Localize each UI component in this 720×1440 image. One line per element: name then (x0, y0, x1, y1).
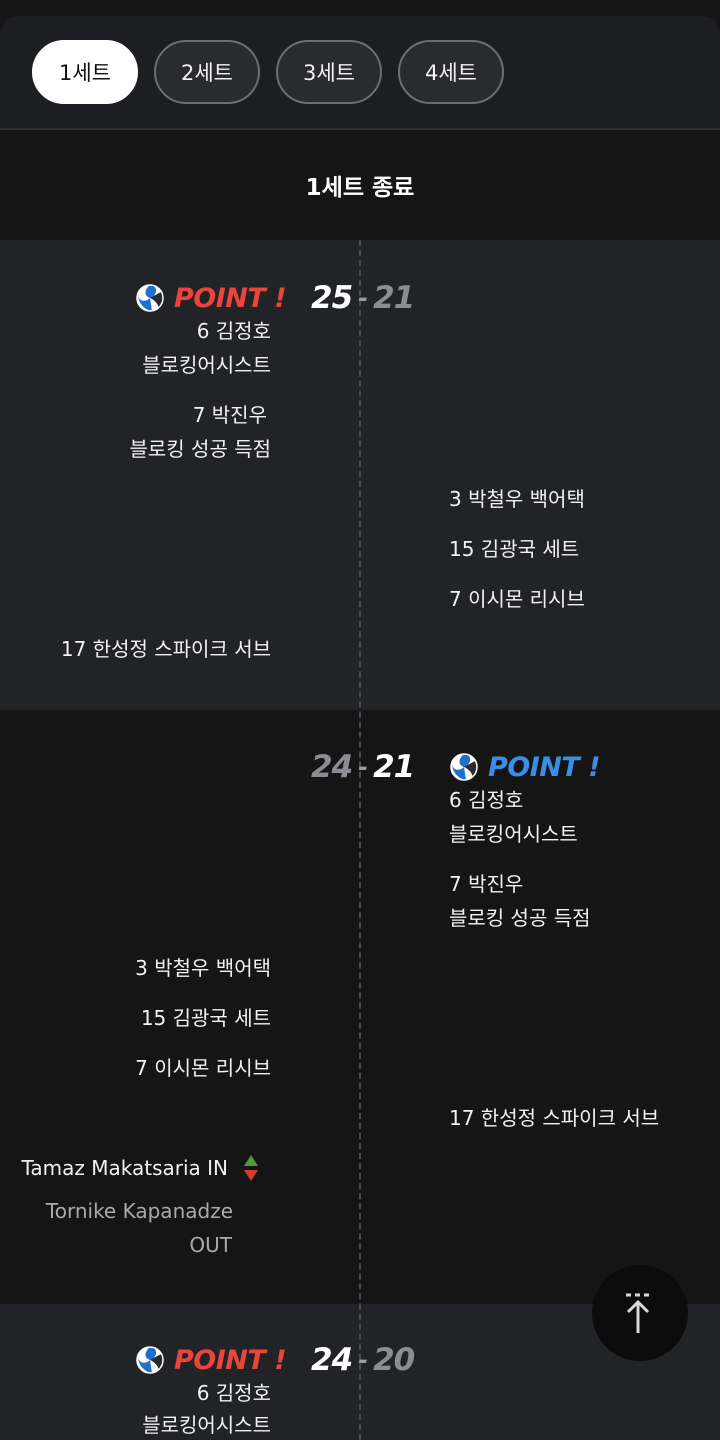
away-play-line: 15 김광국 세트 (449, 537, 580, 561)
home-action-line: 블로킹 성공 득점 (129, 437, 271, 461)
score-dash: - (358, 284, 368, 312)
away-player-line: 6 김정호 (449, 788, 524, 812)
substitution-in-row: Tamaz Makatsaria IN (21, 1151, 260, 1185)
home-score: 24 (311, 1342, 353, 1378)
substitution-in-player: Tamaz Makatsaria IN (21, 1156, 228, 1180)
home-play-line: 7 이시몬 리시브 (135, 1056, 271, 1080)
tab-set-1[interactable]: 1세트 (32, 40, 138, 104)
home-action-line: 블로킹어시스트 (142, 1413, 271, 1437)
away-play-line: 3 박철우 백어택 (449, 487, 585, 511)
score-display: 24 - 20 (311, 1342, 415, 1378)
substitution-arrows-icon (244, 1155, 258, 1181)
score-dash: - (358, 753, 368, 781)
home-point-badge: POINT ! (136, 281, 287, 315)
substitution-out-player: Tornike Kapanadze (45, 1199, 233, 1223)
away-point-badge: POINT ! (450, 750, 601, 784)
home-player-line: 6 김정호 (196, 1381, 271, 1405)
set-tabs-bar: 1세트 2세트 3세트 4세트 (0, 16, 720, 128)
home-point-badge: POINT ! (136, 1343, 287, 1377)
away-score: 21 (373, 749, 415, 785)
tabs-divider (0, 128, 720, 130)
score-display: 24 - 21 (311, 749, 415, 785)
away-serve-line: 17 한성정 스파이크 서브 (449, 1106, 660, 1130)
home-score: 25 (311, 280, 353, 316)
substitution-out-label: OUT (189, 1233, 232, 1257)
home-player-line: 7 박진우 (192, 403, 267, 427)
scroll-to-top-button[interactable] (592, 1265, 688, 1361)
point-label: POINT ! (488, 751, 601, 783)
tab-set-3[interactable]: 3세트 (276, 40, 382, 104)
arrow-up-to-top-icon (626, 1293, 650, 1333)
away-action-line: 블로킹 성공 득점 (449, 906, 591, 930)
timeline-center-line (359, 240, 361, 1440)
set-status-title: 1세트 종료 (305, 175, 415, 201)
away-action-line: 블로킹어시스트 (449, 822, 578, 846)
home-play-line: 3 박철우 백어택 (135, 956, 271, 980)
away-score: 21 (373, 280, 415, 316)
home-score: 24 (311, 749, 353, 785)
volleyball-icon (136, 1346, 164, 1374)
tab-set-4[interactable]: 4세트 (398, 40, 504, 104)
away-player-line: 7 박진우 (449, 872, 524, 896)
away-score: 20 (373, 1342, 415, 1378)
volleyball-icon (136, 284, 164, 312)
volleyball-icon (450, 753, 478, 781)
point-label: POINT ! (174, 282, 287, 314)
top-edge (0, 0, 720, 16)
score-dash: - (358, 1346, 368, 1374)
set-status-header: 1세트 종료 (0, 130, 720, 240)
home-serve-line: 17 한성정 스파이크 서브 (60, 637, 271, 661)
away-play-line: 7 이시몬 리시브 (449, 587, 585, 611)
home-play-line: 15 김광국 세트 (140, 1006, 271, 1030)
tab-set-2[interactable]: 2세트 (154, 40, 260, 104)
score-display: 25 - 21 (311, 280, 415, 316)
home-player-line: 6 김정호 (196, 319, 271, 343)
point-label: POINT ! (174, 1344, 287, 1376)
home-action-line: 블로킹어시스트 (142, 353, 271, 377)
